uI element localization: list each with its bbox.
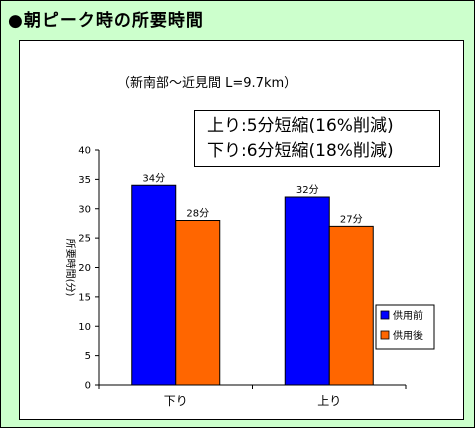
summary-callout: 上り:5分短縮(16%削減) 下り:6分短縮(18%削減)	[194, 110, 440, 167]
data-label: 28分	[186, 208, 209, 220]
callout-line-up: 上り:5分短縮(16%削減)	[207, 116, 394, 136]
y-tick-label: 0	[85, 381, 91, 392]
legend-swatch	[380, 330, 390, 340]
chart-subtitle: （新南部～近見間 L=9.7km）	[117, 76, 298, 91]
x-tick-label: 下り	[164, 394, 188, 408]
bar-after	[328, 225, 374, 386]
legend-swatch	[380, 310, 390, 320]
bar-before	[131, 184, 177, 386]
bar-after	[175, 220, 221, 386]
y-axis-label: 所要時間(分)	[64, 239, 76, 297]
y-tick-label: 35	[78, 175, 91, 186]
y-tick-label: 25	[78, 234, 91, 245]
figure-title: ●朝ピーク時の所要時間	[8, 11, 204, 31]
data-label: 32分	[296, 184, 319, 196]
x-tick-label: 上り	[317, 394, 341, 408]
y-tick-label: 30	[78, 204, 91, 215]
legend-label: 供用後	[393, 329, 423, 342]
y-tick-label: 40	[78, 146, 91, 157]
y-tick-label: 10	[78, 322, 91, 333]
data-label: 27分	[340, 213, 363, 225]
callout-line-down: 下り:6分短縮(18%削減)	[207, 141, 394, 161]
bar-before	[284, 196, 330, 386]
y-tick-label: 20	[78, 263, 91, 274]
y-tick-label: 5	[85, 351, 91, 362]
chart-area	[19, 40, 464, 420]
legend-label: 供用前	[393, 309, 423, 322]
y-tick-label: 15	[78, 292, 91, 303]
data-label: 34分	[142, 172, 165, 184]
